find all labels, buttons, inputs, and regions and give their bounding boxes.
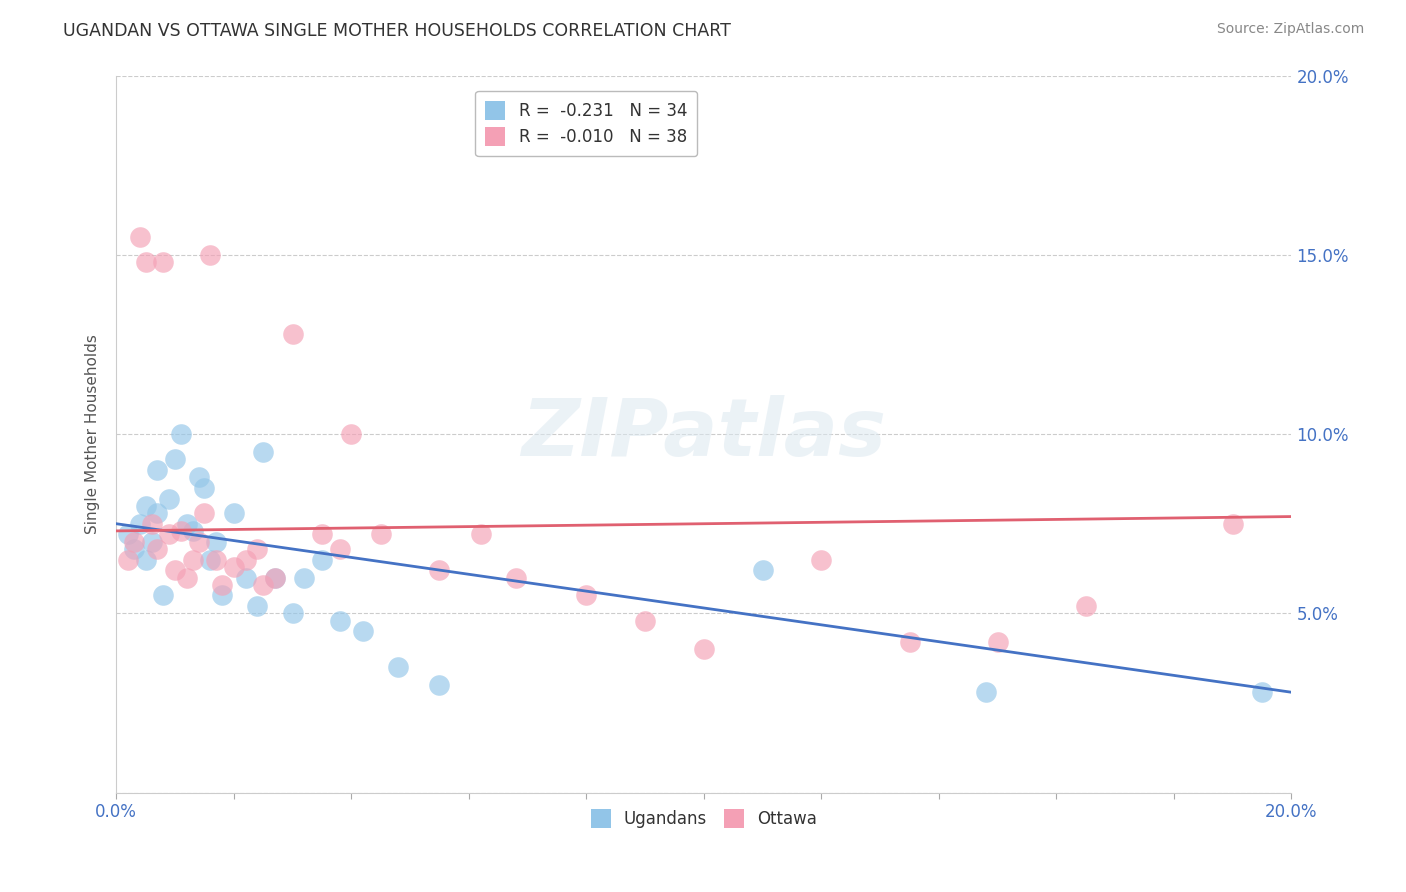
Point [429, 563, 451, 577]
Point [135, 552, 157, 566]
Point [340, 427, 363, 442]
Text: Source: ZipAtlas.com: Source: ZipAtlas.com [1216, 22, 1364, 37]
Point [157, 527, 180, 541]
Point [222, 559, 245, 574]
Point [387, 660, 409, 674]
Point [264, 570, 287, 584]
Point [281, 607, 304, 621]
Point [329, 541, 352, 556]
Point [135, 499, 157, 513]
Point [181, 552, 204, 566]
Point [246, 541, 269, 556]
Point [235, 552, 257, 566]
Point [146, 463, 169, 477]
Point [157, 491, 180, 506]
Point [200, 248, 222, 262]
Point [252, 577, 274, 591]
Point [329, 614, 352, 628]
Point [122, 541, 145, 556]
Point [222, 506, 245, 520]
Point [176, 516, 198, 531]
Point [252, 445, 274, 459]
Point [205, 534, 228, 549]
Point [135, 255, 157, 269]
Point [117, 552, 139, 566]
Point [128, 516, 150, 531]
Point [370, 527, 392, 541]
Point [505, 570, 527, 584]
Y-axis label: Single Mother Households: Single Mother Households [86, 334, 100, 534]
Point [1074, 599, 1097, 614]
Point [292, 570, 315, 584]
Point [146, 506, 169, 520]
Point [181, 524, 204, 538]
Point [152, 589, 174, 603]
Point [200, 552, 222, 566]
Point [311, 552, 333, 566]
Point [205, 552, 228, 566]
Point [187, 534, 209, 549]
Point [176, 570, 198, 584]
Point [141, 516, 163, 531]
Point [810, 552, 832, 566]
Point [898, 635, 921, 649]
Point [264, 570, 287, 584]
Point [575, 589, 598, 603]
Point [470, 527, 492, 541]
Point [211, 589, 233, 603]
Point [1222, 516, 1244, 531]
Point [187, 470, 209, 484]
Point [987, 635, 1010, 649]
Point [281, 326, 304, 341]
Text: ZIPatlas: ZIPatlas [522, 395, 886, 473]
Point [163, 563, 186, 577]
Point [152, 255, 174, 269]
Point [352, 624, 374, 639]
Point [117, 527, 139, 541]
Point [429, 678, 451, 692]
Point [211, 577, 233, 591]
Point [146, 541, 169, 556]
Point [163, 452, 186, 467]
Point [193, 481, 215, 495]
Point [693, 642, 716, 657]
Point [128, 230, 150, 244]
Point [634, 614, 657, 628]
Text: UGANDAN VS OTTAWA SINGLE MOTHER HOUSEHOLDS CORRELATION CHART: UGANDAN VS OTTAWA SINGLE MOTHER HOUSEHOL… [63, 22, 731, 40]
Point [122, 534, 145, 549]
Point [193, 506, 215, 520]
Point [235, 570, 257, 584]
Point [1251, 685, 1274, 699]
Point [170, 524, 193, 538]
Point [974, 685, 997, 699]
Point [751, 563, 773, 577]
Point [311, 527, 333, 541]
Point [141, 534, 163, 549]
Legend: Ugandans, Ottawa: Ugandans, Ottawa [583, 802, 824, 835]
Point [170, 427, 193, 442]
Point [246, 599, 269, 614]
